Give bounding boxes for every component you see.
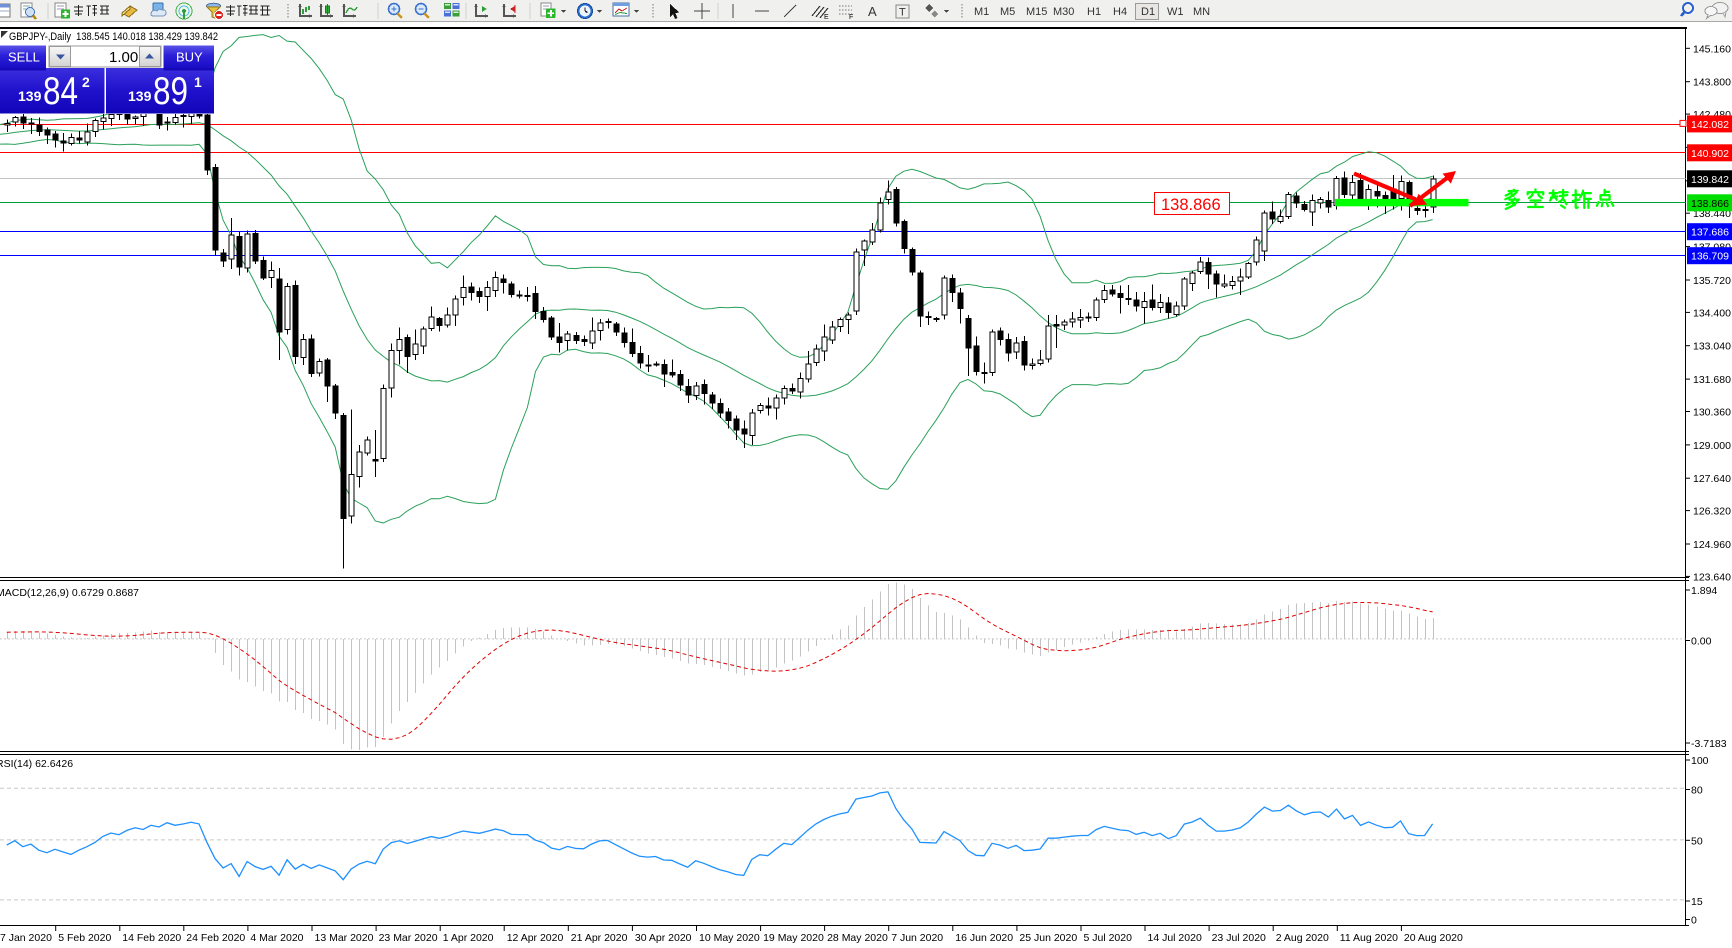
svg-text:5 Jul 2020: 5 Jul 2020	[1084, 932, 1133, 944]
svg-text:124.960: 124.960	[1693, 539, 1731, 551]
svg-text:136.709: 136.709	[1691, 251, 1729, 263]
svg-text:2 Aug 2020: 2 Aug 2020	[1276, 932, 1329, 944]
svg-text:MN: MN	[1193, 6, 1210, 18]
svg-text:RSI(14) 62.6426: RSI(14) 62.6426	[0, 758, 73, 770]
svg-text:89: 89	[153, 70, 188, 113]
svg-text:F: F	[849, 14, 853, 21]
svg-text:129.000: 129.000	[1693, 440, 1731, 452]
svg-text:14 Feb 2020: 14 Feb 2020	[122, 932, 181, 944]
svg-text:143.800: 143.800	[1693, 77, 1731, 89]
svg-text:M5: M5	[1000, 6, 1015, 18]
svg-text:80: 80	[1691, 785, 1703, 797]
svg-text:126.320: 126.320	[1693, 506, 1731, 518]
svg-text:135.720: 135.720	[1693, 275, 1731, 287]
svg-text:15: 15	[1691, 896, 1703, 908]
svg-text:142.082: 142.082	[1691, 119, 1729, 131]
svg-text:5 Feb 2020: 5 Feb 2020	[58, 932, 111, 944]
svg-text:BUY: BUY	[176, 50, 203, 65]
svg-text:11 Aug 2020: 11 Aug 2020	[1340, 932, 1398, 944]
svg-text:0: 0	[1691, 915, 1697, 927]
svg-text:14 Jul 2020: 14 Jul 2020	[1148, 932, 1202, 944]
svg-text:145.160: 145.160	[1693, 43, 1731, 55]
svg-text:21 Apr 2020: 21 Apr 2020	[571, 932, 628, 944]
svg-text:139: 139	[128, 88, 152, 104]
svg-text:0.00: 0.00	[1691, 636, 1712, 648]
svg-text:A: A	[868, 4, 877, 19]
svg-text:16 Jun 2020: 16 Jun 2020	[955, 932, 1013, 944]
svg-text:28 May 2020: 28 May 2020	[827, 932, 888, 944]
svg-text:123.640: 123.640	[1693, 571, 1731, 583]
svg-text:D1: D1	[1141, 6, 1155, 18]
svg-text:27 Jan 2020: 27 Jan 2020	[0, 932, 52, 944]
svg-text:84: 84	[43, 70, 78, 113]
svg-text:24 Feb 2020: 24 Feb 2020	[186, 932, 245, 944]
svg-text:SELL: SELL	[8, 50, 40, 65]
svg-text:W1: W1	[1167, 6, 1184, 18]
svg-text:1.894: 1.894	[1691, 585, 1717, 597]
svg-text:138.866: 138.866	[1161, 196, 1221, 214]
svg-text:12 Apr 2020: 12 Apr 2020	[507, 932, 564, 944]
svg-text:134.400: 134.400	[1693, 307, 1731, 319]
svg-text:T: T	[899, 7, 906, 19]
svg-text:23 Mar 2020: 23 Mar 2020	[379, 932, 438, 944]
svg-text:140.902: 140.902	[1691, 148, 1729, 160]
svg-text:30 Apr 2020: 30 Apr 2020	[635, 932, 692, 944]
svg-text:H4: H4	[1113, 6, 1127, 18]
svg-text:1.00: 1.00	[109, 49, 138, 66]
svg-text:139: 139	[18, 88, 42, 104]
svg-text:23 Jul 2020: 23 Jul 2020	[1212, 932, 1266, 944]
svg-text:19 May 2020: 19 May 2020	[763, 932, 824, 944]
svg-text:1 Apr 2020: 1 Apr 2020	[443, 932, 494, 944]
svg-text:M1: M1	[974, 6, 989, 18]
svg-text:50: 50	[1691, 835, 1703, 847]
svg-text:127.640: 127.640	[1693, 473, 1731, 485]
svg-text:133.040: 133.040	[1693, 341, 1731, 353]
svg-text:4 Mar 2020: 4 Mar 2020	[250, 932, 303, 944]
svg-text:20 Aug 2020: 20 Aug 2020	[1404, 932, 1463, 944]
svg-text:130.360: 130.360	[1693, 407, 1731, 419]
svg-text:13 Mar 2020: 13 Mar 2020	[315, 932, 374, 944]
svg-text:137.686: 137.686	[1691, 227, 1729, 239]
svg-text:131.680: 131.680	[1693, 374, 1731, 386]
svg-text:139.842: 139.842	[1691, 174, 1729, 186]
svg-text:10 May 2020: 10 May 2020	[699, 932, 760, 944]
svg-text:1: 1	[194, 74, 202, 90]
svg-text:GBPJPY-,Daily 138.545 140.018: GBPJPY-,Daily 138.545 140.018 138.429 13…	[9, 31, 218, 43]
svg-text:E: E	[824, 14, 829, 21]
svg-text:100: 100	[1691, 755, 1709, 767]
svg-text:25 Jun 2020: 25 Jun 2020	[1019, 932, 1077, 944]
svg-text:MACD(12,26,9) 0.6729 0.8687: MACD(12,26,9) 0.6729 0.8687	[0, 587, 139, 599]
svg-text:7 Jun 2020: 7 Jun 2020	[891, 932, 943, 944]
svg-text:2: 2	[82, 74, 90, 90]
svg-text:H1: H1	[1087, 6, 1101, 18]
svg-text:M30: M30	[1053, 6, 1074, 18]
svg-text:M15: M15	[1026, 6, 1047, 18]
svg-text:-3.7183: -3.7183	[1691, 738, 1727, 750]
svg-text:138.866: 138.866	[1691, 198, 1729, 210]
